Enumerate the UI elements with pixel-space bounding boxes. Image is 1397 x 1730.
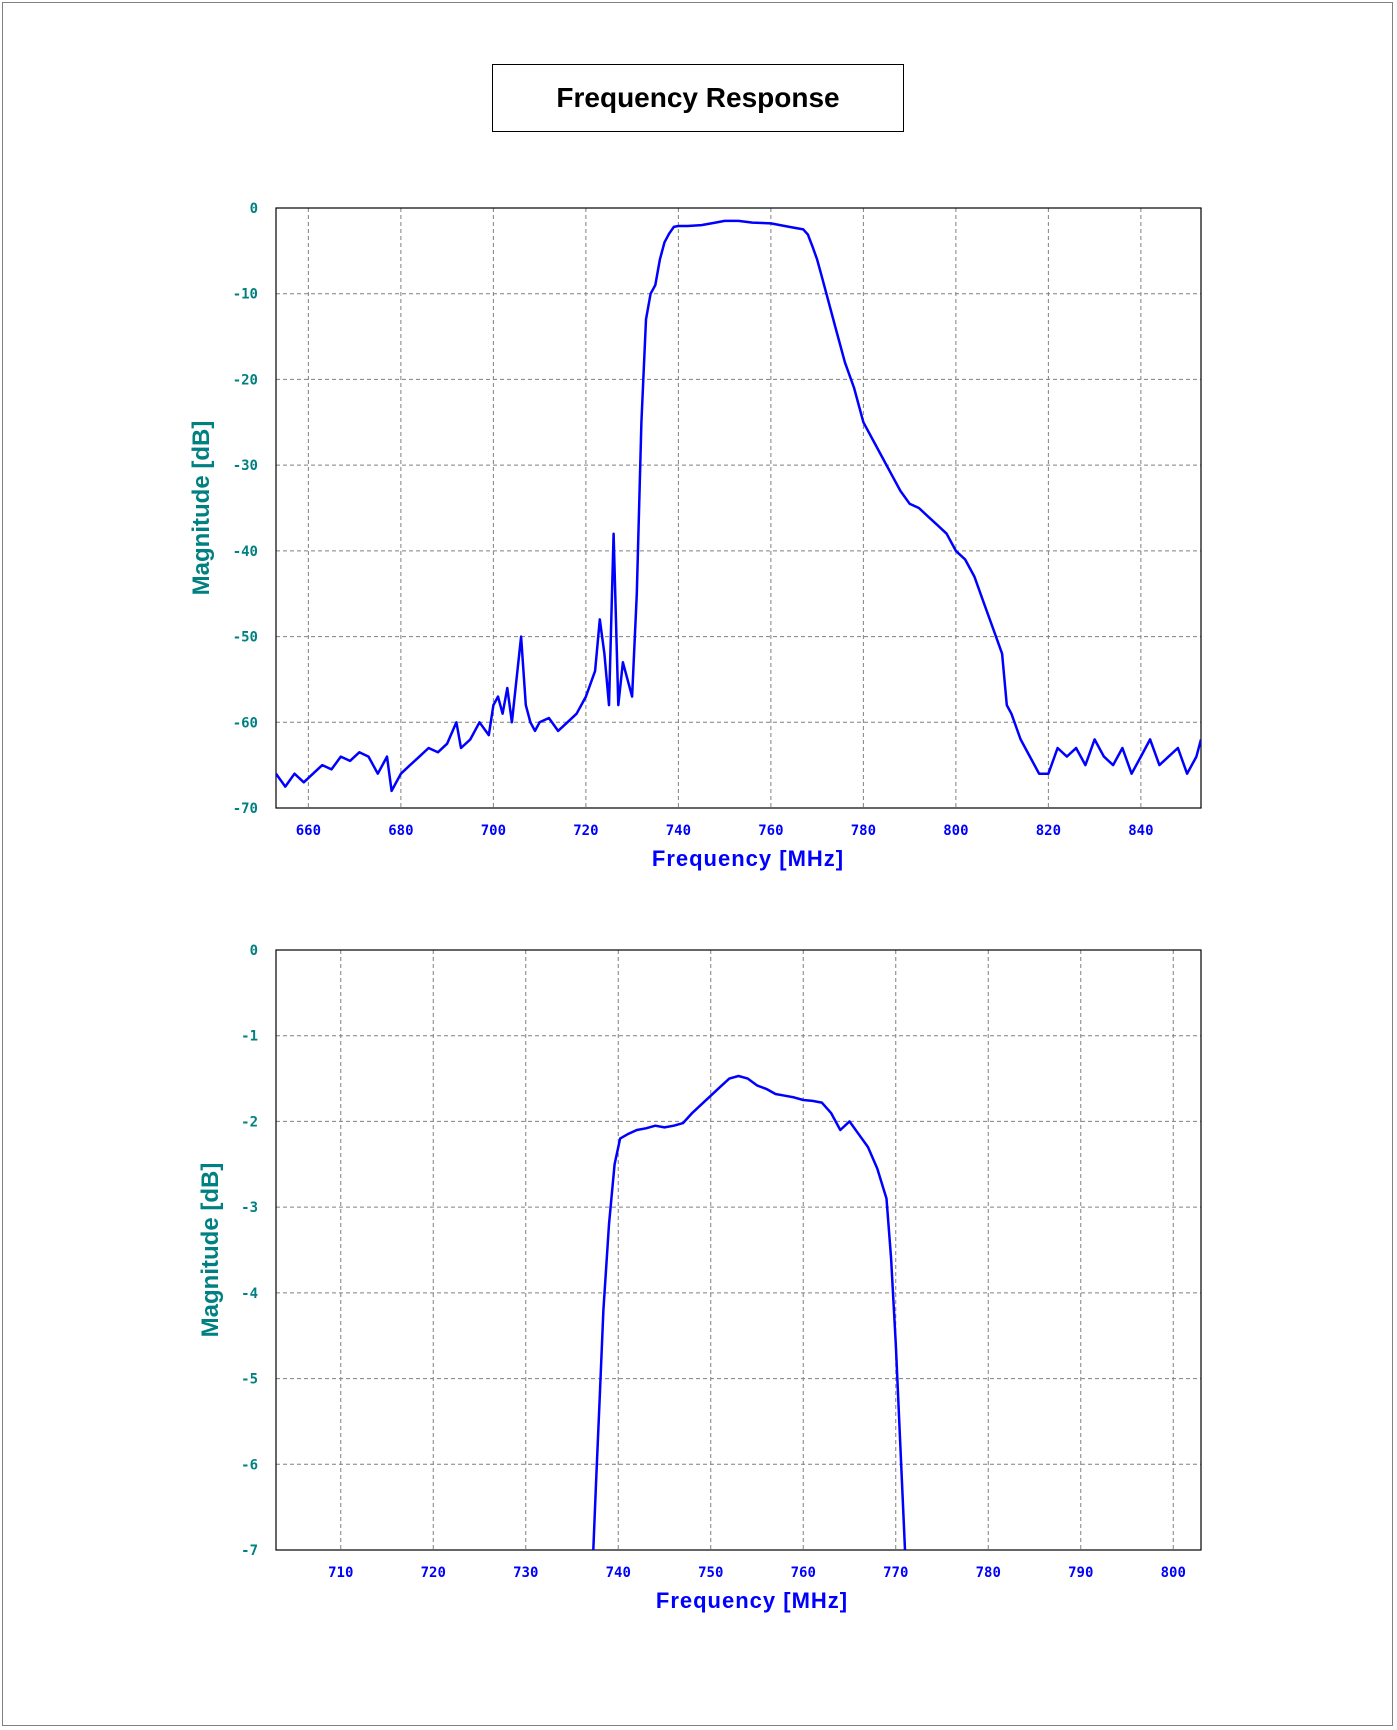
y-tick-label: -2 <box>241 1114 258 1130</box>
y-tick-label: -4 <box>241 1286 258 1302</box>
plot-area-border <box>275 949 1202 1551</box>
y-tick-label: -6 <box>241 1457 258 1473</box>
page-title: Frequency Response <box>492 64 904 132</box>
y-axis-label: Magnitude [dB] <box>188 421 215 596</box>
x-tick-label: 720 <box>421 1565 446 1581</box>
y-tick-label: -7 <box>241 1543 258 1559</box>
y-tick-label: 0 <box>250 201 258 217</box>
x-tick-label: 720 <box>573 823 598 839</box>
x-tick-label: 710 <box>328 1565 353 1581</box>
y-tick-label: 0 <box>250 943 258 959</box>
x-tick-label: 750 <box>698 1565 723 1581</box>
y-tick-label: -20 <box>233 372 258 388</box>
x-tick-label: 790 <box>1068 1565 1093 1581</box>
x-tick-label: 800 <box>1161 1565 1186 1581</box>
y-tick-label: -3 <box>241 1200 258 1216</box>
y-tick-label: -1 <box>241 1029 258 1045</box>
x-tick-label: 700 <box>481 823 506 839</box>
y-tick-label: -30 <box>233 458 258 474</box>
x-tick-label: 740 <box>606 1565 631 1581</box>
x-tick-label: 680 <box>388 823 413 839</box>
x-tick-label: 770 <box>883 1565 908 1581</box>
plot-area-border <box>275 207 1202 809</box>
x-tick-label: 820 <box>1036 823 1061 839</box>
x-tick-label: 780 <box>851 823 876 839</box>
x-tick-label: 780 <box>976 1565 1001 1581</box>
x-tick-label: 840 <box>1128 823 1153 839</box>
y-tick-label: -40 <box>233 544 258 560</box>
x-tick-label: 760 <box>791 1565 816 1581</box>
x-tick-label: 740 <box>666 823 691 839</box>
x-tick-label: 660 <box>296 823 321 839</box>
x-axis-label: Frequency [MHz] <box>656 1588 848 1613</box>
x-tick-label: 800 <box>943 823 968 839</box>
series-line-magnitude <box>592 1074 907 1550</box>
y-tick-label: -50 <box>233 630 258 646</box>
y-tick-label: -10 <box>233 287 258 303</box>
x-tick-label: 760 <box>758 823 783 839</box>
y-tick-label: -5 <box>241 1372 258 1388</box>
y-tick-label: -60 <box>233 715 258 731</box>
y-axis-label: Magnitude [dB] <box>197 1163 224 1338</box>
x-tick-label: 730 <box>513 1565 538 1581</box>
y-tick-label: -70 <box>233 801 258 817</box>
series-line-magnitude <box>276 219 1201 793</box>
x-axis-label: Frequency [MHz] <box>652 846 844 871</box>
